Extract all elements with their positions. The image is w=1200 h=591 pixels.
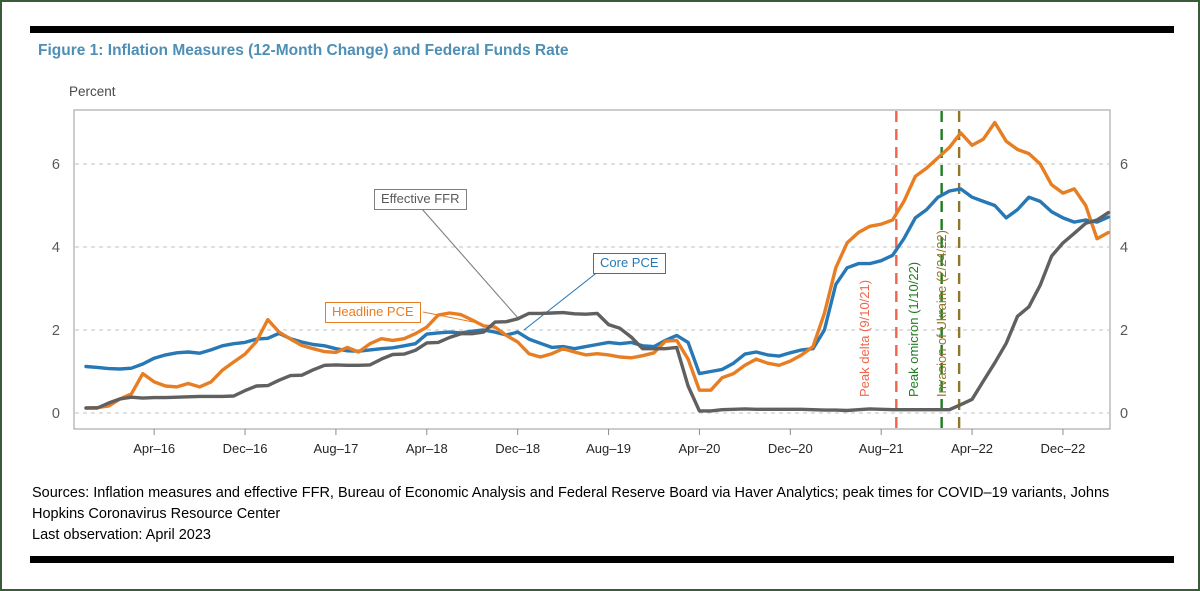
event-label-ukraine-invasion: Invasion of Ukraine (2/24/22) xyxy=(934,230,949,397)
x-tick-label: Apr–22 xyxy=(951,441,993,456)
x-tick-label: Apr–18 xyxy=(406,441,448,456)
x-tick-label: Aug–19 xyxy=(586,441,631,456)
y-tick-label-left: 0 xyxy=(52,406,60,422)
core-pce-line-label: Core PCE xyxy=(593,253,666,274)
y-tick-label-right: 0 xyxy=(1120,406,1128,422)
y-tick-label-right: 4 xyxy=(1120,240,1128,256)
notes-block: Sources: Inflation measures and effectiv… xyxy=(32,483,1164,546)
x-tick-label: Aug–21 xyxy=(859,441,904,456)
x-tick-label: Dec–20 xyxy=(768,441,813,456)
y-tick-label-right: 6 xyxy=(1120,157,1128,173)
series-line-headline-pce xyxy=(84,120,1111,410)
plot-border xyxy=(73,109,1111,430)
series-line-effective-ffr xyxy=(84,210,1111,413)
x-tick-label: Dec–22 xyxy=(1041,441,1086,456)
leader-effective-ffr xyxy=(421,208,519,319)
y-tick-label-left: 4 xyxy=(52,240,60,256)
x-tick-label: Apr–16 xyxy=(133,441,175,456)
y-tick-label-left: 2 xyxy=(52,323,60,339)
series-line-core-pce xyxy=(84,187,1111,376)
sources-note: Sources: Inflation measures and effectiv… xyxy=(32,485,1110,522)
event-label-peak-delta: Peak delta (9/10/21) xyxy=(857,279,872,397)
leader-core-pce xyxy=(523,270,600,331)
x-tick-label: Apr–20 xyxy=(678,441,720,456)
x-tick-label: Dec–18 xyxy=(495,441,540,456)
figure-title: Figure 1: Inflation Measures (12-Month C… xyxy=(38,42,569,59)
event-label-peak-omicron: Peak omicron (1/10/22) xyxy=(906,261,921,397)
y-tick-label-right: 2 xyxy=(1120,323,1128,339)
headline-pce-line-label: Headline PCE xyxy=(325,302,421,323)
y-tick-label-left: 6 xyxy=(52,157,60,173)
x-tick-label: Aug–17 xyxy=(314,441,359,456)
y-axis-unit-label: Percent xyxy=(69,84,116,99)
last-observation-note: Last observation: April 2023 xyxy=(32,527,211,543)
x-tick-label: Dec–16 xyxy=(223,441,268,456)
bottom-rule xyxy=(30,556,1174,563)
leader-headline-pce xyxy=(422,311,479,324)
effective-ffr-line-label: Effective FFR xyxy=(374,189,467,210)
top-rule xyxy=(30,26,1174,33)
